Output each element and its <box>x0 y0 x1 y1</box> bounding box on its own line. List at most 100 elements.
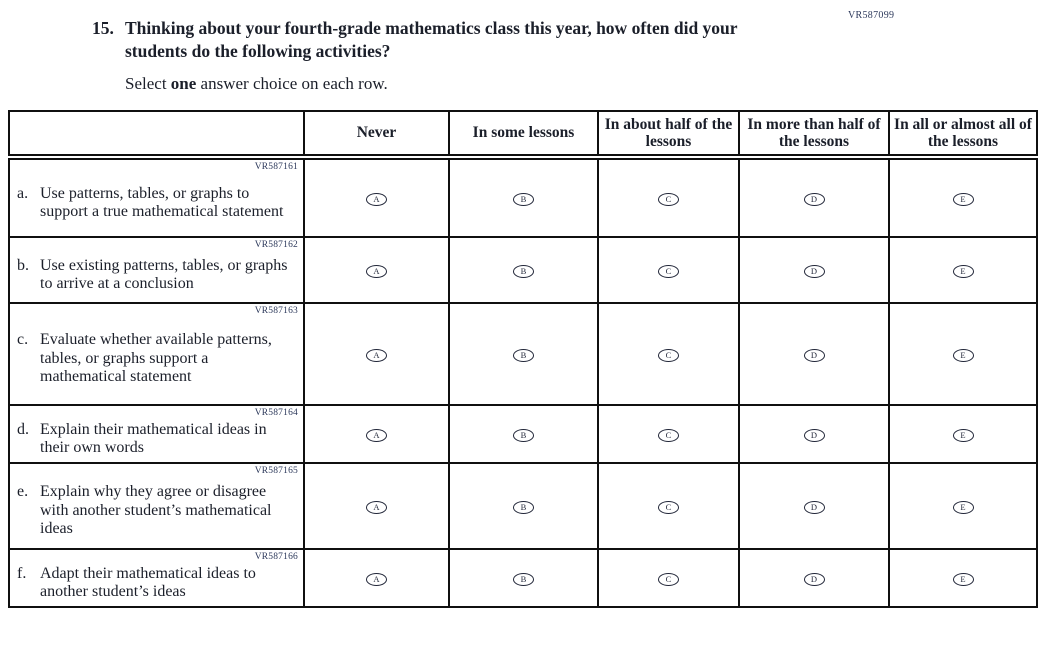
question-instruction: Select one answer choice on each row. <box>125 74 773 94</box>
answer-bubble-b[interactable]: B <box>513 348 534 362</box>
answer-bubble-b[interactable]: B <box>513 500 534 514</box>
answer-bubble-e[interactable]: E <box>952 348 974 362</box>
answer-bubble-e[interactable]: E <box>952 572 974 586</box>
answer-cell: B <box>448 236 599 304</box>
answer-cell: B <box>448 548 599 608</box>
answer-cell: C <box>597 548 740 608</box>
bubble-letter: A <box>373 194 380 204</box>
bubble-letter: E <box>960 350 966 360</box>
bubble-letter: D <box>810 430 818 440</box>
answer-bubble-d[interactable]: D <box>803 192 825 206</box>
answer-cell: A <box>303 548 450 608</box>
answer-bubble-d[interactable]: D <box>803 348 825 362</box>
response-grid: Never In some lessons In about half of t… <box>8 110 1038 608</box>
answer-bubble-c[interactable]: C <box>658 192 679 206</box>
answer-bubble-b[interactable]: B <box>513 264 534 278</box>
item-text: Use patterns, tables, or graphs to suppo… <box>40 184 284 220</box>
answer-cell: D <box>738 404 890 464</box>
answer-bubble-c[interactable]: C <box>658 572 679 586</box>
bubble-letter: C <box>665 430 672 440</box>
item-letter: c. <box>17 331 29 349</box>
column-header-half-lessons: In about half of the lessons <box>597 110 740 160</box>
item-stem-cell: VR587164 d. Explain their mathematical i… <box>8 404 305 464</box>
item-letter: d. <box>17 420 29 438</box>
question-number: 15. <box>92 18 114 38</box>
column-header-more-than-half: In more than half of the lessons <box>738 110 890 160</box>
answer-bubble-c[interactable]: C <box>658 348 679 362</box>
item-code: VR587161 <box>254 162 298 172</box>
answer-bubble-a[interactable]: A <box>366 572 387 586</box>
answer-cell: C <box>597 156 740 238</box>
item-stem-cell: VR587166 f. Adapt their mathematical ide… <box>8 548 305 608</box>
item-stem-cell: VR587165 e. Explain why they agree or di… <box>8 462 305 550</box>
item-code: VR587165 <box>254 466 298 476</box>
item-letter: e. <box>17 483 29 501</box>
bubble-letter: B <box>520 502 527 512</box>
answer-bubble-b[interactable]: B <box>513 572 534 586</box>
answer-cell: E <box>888 404 1038 464</box>
bubble-letter: E <box>960 502 966 512</box>
answer-cell: A <box>303 302 450 406</box>
bubble-letter: C <box>665 350 672 360</box>
answer-bubble-c[interactable]: C <box>658 428 679 442</box>
item-letter: a. <box>17 184 29 202</box>
form-code: VR587099 <box>848 10 895 21</box>
item-stem-cell: VR587163 c. Evaluate whether available p… <box>8 302 305 406</box>
instruction-prefix: Select <box>125 73 171 93</box>
answer-bubble-e[interactable]: E <box>952 264 974 278</box>
item-stem-cell: VR587161 a. Use patterns, tables, or gra… <box>8 156 305 238</box>
table-row-b: VR587162 b. Use existing patterns, table… <box>8 236 1038 304</box>
bubble-letter: B <box>520 266 527 276</box>
bubble-letter: D <box>810 350 818 360</box>
answer-bubble-b[interactable]: B <box>513 428 534 442</box>
answer-bubble-e[interactable]: E <box>952 428 974 442</box>
bubble-letter: E <box>960 574 966 584</box>
answer-cell: C <box>597 404 740 464</box>
table-row-a: VR587161 a. Use patterns, tables, or gra… <box>8 156 1038 238</box>
answer-cell: B <box>448 156 599 238</box>
answer-bubble-e[interactable]: E <box>952 500 974 514</box>
answer-bubble-c[interactable]: C <box>658 500 679 514</box>
answer-bubble-a[interactable]: A <box>366 192 387 206</box>
bubble-letter: D <box>810 502 818 512</box>
question-content: Thinking about your fourth-grade mathema… <box>125 17 773 94</box>
bubble-letter: B <box>520 350 527 360</box>
bubble-letter: C <box>665 266 672 276</box>
answer-cell: E <box>888 236 1038 304</box>
answer-cell: D <box>738 156 890 238</box>
item-text: Use existing patterns, tables, or graphs… <box>40 256 288 292</box>
answer-bubble-c[interactable]: C <box>658 264 679 278</box>
instruction-bold-word: one <box>170 73 197 93</box>
column-header-never: Never <box>303 110 450 160</box>
bubble-letter: D <box>810 266 818 276</box>
bubble-letter: A <box>373 430 380 440</box>
table-row-f: VR587166 f. Adapt their mathematical ide… <box>8 548 1038 608</box>
answer-bubble-e[interactable]: E <box>952 192 974 206</box>
bubble-letter: E <box>960 430 966 440</box>
answer-bubble-a[interactable]: A <box>366 500 387 514</box>
answer-bubble-b[interactable]: B <box>513 192 534 206</box>
answer-bubble-d[interactable]: D <box>803 428 825 442</box>
answer-bubble-d[interactable]: D <box>803 572 825 586</box>
answer-bubble-a[interactable]: A <box>366 428 387 442</box>
item-code: VR587166 <box>254 552 298 562</box>
item-code: VR587164 <box>254 408 298 418</box>
answer-bubble-d[interactable]: D <box>803 264 825 278</box>
bubble-letter: E <box>960 266 966 276</box>
bubble-letter: B <box>520 430 527 440</box>
answer-cell: C <box>597 302 740 406</box>
table-row-e: VR587165 e. Explain why they agree or di… <box>8 462 1038 550</box>
bubble-letter: A <box>373 502 380 512</box>
bubble-letter: D <box>810 194 818 204</box>
bubble-letter: C <box>665 502 672 512</box>
answer-cell: E <box>888 302 1038 406</box>
answer-bubble-a[interactable]: A <box>366 348 387 362</box>
answer-bubble-d[interactable]: D <box>803 500 825 514</box>
answer-cell: C <box>597 236 740 304</box>
answer-cell: A <box>303 156 450 238</box>
bubble-letter: A <box>373 574 380 584</box>
bubble-letter: D <box>810 574 818 584</box>
answer-bubble-a[interactable]: A <box>366 264 387 278</box>
answer-cell: B <box>448 302 599 406</box>
